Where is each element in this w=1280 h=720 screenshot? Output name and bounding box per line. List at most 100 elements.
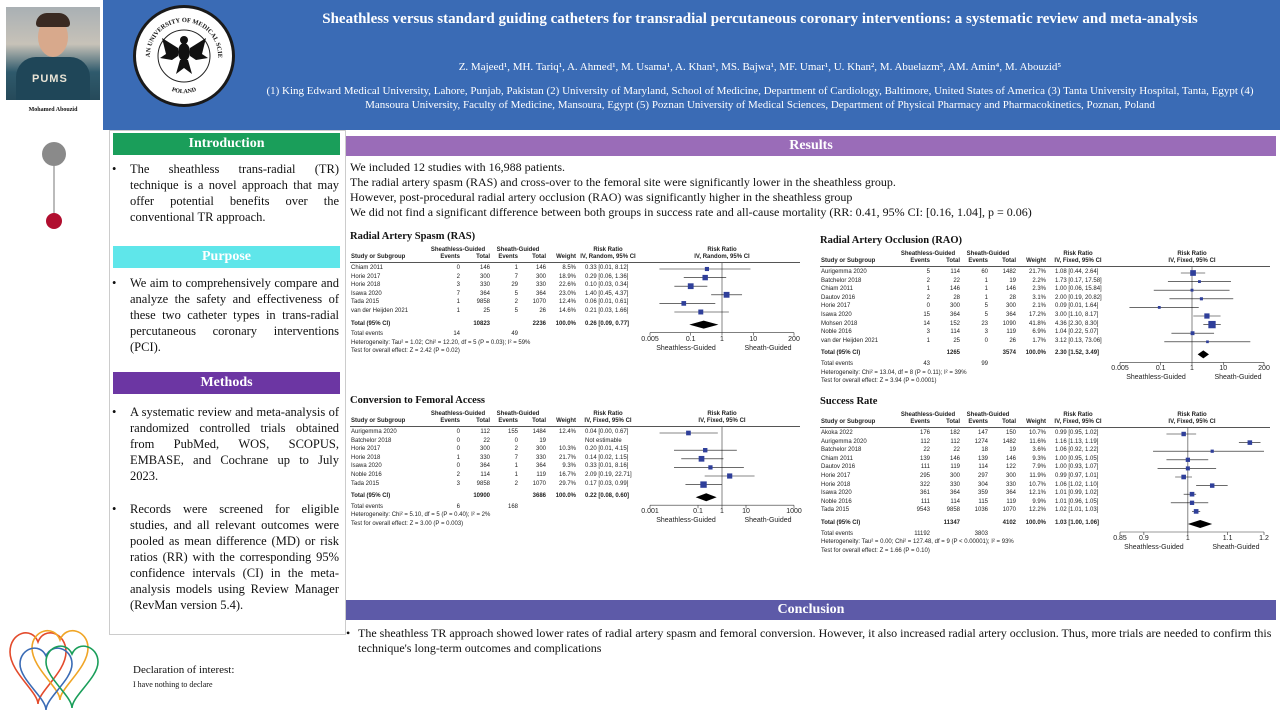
total-sheathless: 330 bbox=[479, 282, 490, 289]
total-weight: 100.0% bbox=[555, 493, 576, 500]
study-name: Batchelor 2018 bbox=[821, 277, 862, 284]
total-sheathless: 146 bbox=[949, 455, 960, 462]
effect-square bbox=[723, 291, 730, 298]
study-weight: 21.7% bbox=[558, 454, 576, 461]
x-tick-label: 200 bbox=[788, 335, 800, 343]
events-sheathless: 0 bbox=[456, 429, 460, 435]
risk-ratio-ci: 0.21 [0.03, 1.66] bbox=[585, 308, 629, 314]
x-tick-label: 0.9 bbox=[1138, 535, 1149, 542]
bullet-marker: • bbox=[112, 162, 117, 176]
events-sheath: 1036 bbox=[974, 507, 988, 514]
col-header-study: Study or Subgroup bbox=[351, 418, 406, 424]
col-header-study: Study or Subgroup bbox=[821, 419, 876, 425]
forest-title: Success Rate bbox=[820, 396, 878, 407]
study-name: Isawa 2020 bbox=[821, 312, 852, 318]
events-sheathless: 0 bbox=[456, 446, 460, 453]
group-header-risk-ratio-plot: Risk Ratio bbox=[1177, 251, 1207, 257]
study-weight: 3.6% bbox=[1032, 447, 1046, 454]
bullet-marker: • bbox=[112, 502, 117, 516]
col-header-events: Events bbox=[968, 258, 988, 264]
total-sheath: 4102 bbox=[1002, 520, 1016, 526]
events-sheathless: 361 bbox=[919, 490, 930, 497]
events-sheathless: 176 bbox=[919, 430, 930, 436]
shirt: PUMS bbox=[16, 57, 90, 100]
results-line-4: We did not find a significant difference… bbox=[350, 205, 1032, 219]
risk-ratio-ci: 2.09 [0.19, 22.71] bbox=[585, 472, 632, 478]
effect-square bbox=[1198, 280, 1201, 284]
risk-ratio-ci: 2.00 [0.19, 20.82] bbox=[1055, 294, 1102, 301]
effect-square bbox=[686, 430, 691, 436]
risk-ratio-ci: 0.04 [0.00, 0.67] bbox=[585, 429, 629, 435]
x-tick-label: 200 bbox=[1258, 365, 1270, 373]
total-sheath: 330 bbox=[535, 454, 546, 461]
events-sheath: 1 bbox=[514, 472, 518, 478]
forest-title: Radial Artery Spasm (RAS) bbox=[350, 231, 476, 242]
total-sheath: 300 bbox=[535, 273, 546, 280]
introduction-text: The sheathless trans-radial (TR) techniq… bbox=[130, 162, 339, 224]
total-sheath: 2236 bbox=[532, 320, 546, 327]
total-sheathless: 10900 bbox=[473, 493, 490, 500]
risk-ratio-ci: 1.02 [1.01, 1.03] bbox=[1055, 507, 1099, 514]
total-sheathless: 146 bbox=[949, 286, 960, 293]
effect-square bbox=[698, 309, 704, 315]
pooled-diamond bbox=[695, 493, 717, 502]
total-sheath: 119 bbox=[536, 472, 546, 478]
declaration-text: I have nothing to declare bbox=[133, 680, 213, 689]
events-sheath: 115 bbox=[978, 498, 988, 505]
forest-plot-svg bbox=[1119, 267, 1265, 366]
study-weight: 6.9% bbox=[1032, 329, 1046, 336]
total-sheath: 26 bbox=[1009, 337, 1016, 344]
timeline-line bbox=[53, 166, 55, 214]
methods-text-1: A systematic review and meta-analysis of… bbox=[130, 405, 339, 483]
effect-square bbox=[1190, 270, 1196, 276]
study-name: Chiam 2011 bbox=[821, 455, 853, 462]
total-sheath: 146 bbox=[1005, 455, 1016, 462]
total-sheathless: 9858 bbox=[946, 507, 960, 514]
events-sheathless: 139 bbox=[919, 455, 930, 462]
events-sheath: 5 bbox=[984, 303, 988, 310]
results-summary: We included 12 studies with 16,988 patie… bbox=[350, 160, 1270, 220]
study-name: Horie 2017 bbox=[821, 473, 851, 479]
risk-ratio-ci: 1.01 [0.99, 1.02] bbox=[1055, 490, 1099, 497]
events-sheath: 18 bbox=[981, 447, 988, 454]
total-sheathless: 330 bbox=[479, 454, 490, 461]
study-name: Mohsen 2018 bbox=[821, 320, 858, 327]
total-sheathless: 330 bbox=[949, 481, 960, 488]
effect-square bbox=[1181, 474, 1186, 480]
events-sheathless: 14 bbox=[923, 320, 930, 327]
x-tick-label: 0.001 bbox=[641, 508, 659, 516]
total-ci: 1.03 [1.00, 1.06] bbox=[1055, 520, 1100, 526]
total-sheathless: 9858 bbox=[476, 299, 490, 306]
total-weight: 100.0% bbox=[1025, 520, 1046, 526]
events-sheath: 359 bbox=[977, 490, 988, 497]
total-sheathless: 1265 bbox=[946, 350, 960, 357]
events-sheathless: 111 bbox=[920, 464, 930, 471]
study-name: van der Heijden 2021 bbox=[351, 308, 409, 314]
total-events-label: Total events bbox=[351, 503, 384, 510]
study-weight: 2.2% bbox=[1032, 277, 1046, 284]
events-sheath: 3 bbox=[984, 329, 988, 336]
total-sheathless: 22 bbox=[953, 277, 960, 284]
author-list: Z. Majeed¹, MH. Tariq¹, A. Ahmed¹, M. Us… bbox=[458, 61, 1062, 73]
events-sheath: 5 bbox=[514, 290, 518, 297]
events-sheath: 1274 bbox=[974, 438, 988, 445]
total-events-label: Total events bbox=[821, 530, 854, 537]
total-sheathless: 22 bbox=[483, 437, 490, 444]
overall-effect-text: Test for overall effect: Z = 2.42 (P = 0… bbox=[351, 348, 460, 355]
study-name: Horie 2018 bbox=[351, 282, 381, 289]
total-sheath: 364 bbox=[535, 290, 546, 297]
total-weight: 100.0% bbox=[1025, 350, 1046, 357]
col-header-total: Total bbox=[1002, 419, 1016, 425]
favours-right-label: Sheath-Guided bbox=[1212, 544, 1260, 551]
study-weight: 21.7% bbox=[1028, 269, 1046, 275]
forest-title: Radial Artery Occlusion (RAO) bbox=[820, 235, 963, 246]
study-weight: 2.1% bbox=[1032, 303, 1046, 310]
effect-square bbox=[1190, 288, 1194, 292]
total-sheath: 364 bbox=[1005, 312, 1016, 318]
pooled-diamond bbox=[1187, 520, 1213, 528]
study-weight: 12.2% bbox=[1028, 507, 1046, 514]
group-header-risk-ratio: Risk Ratio bbox=[593, 411, 623, 417]
total-sheath: 28 bbox=[1009, 294, 1016, 301]
study-weight: 1.7% bbox=[1032, 337, 1046, 344]
total-sheathless: 300 bbox=[949, 303, 960, 310]
